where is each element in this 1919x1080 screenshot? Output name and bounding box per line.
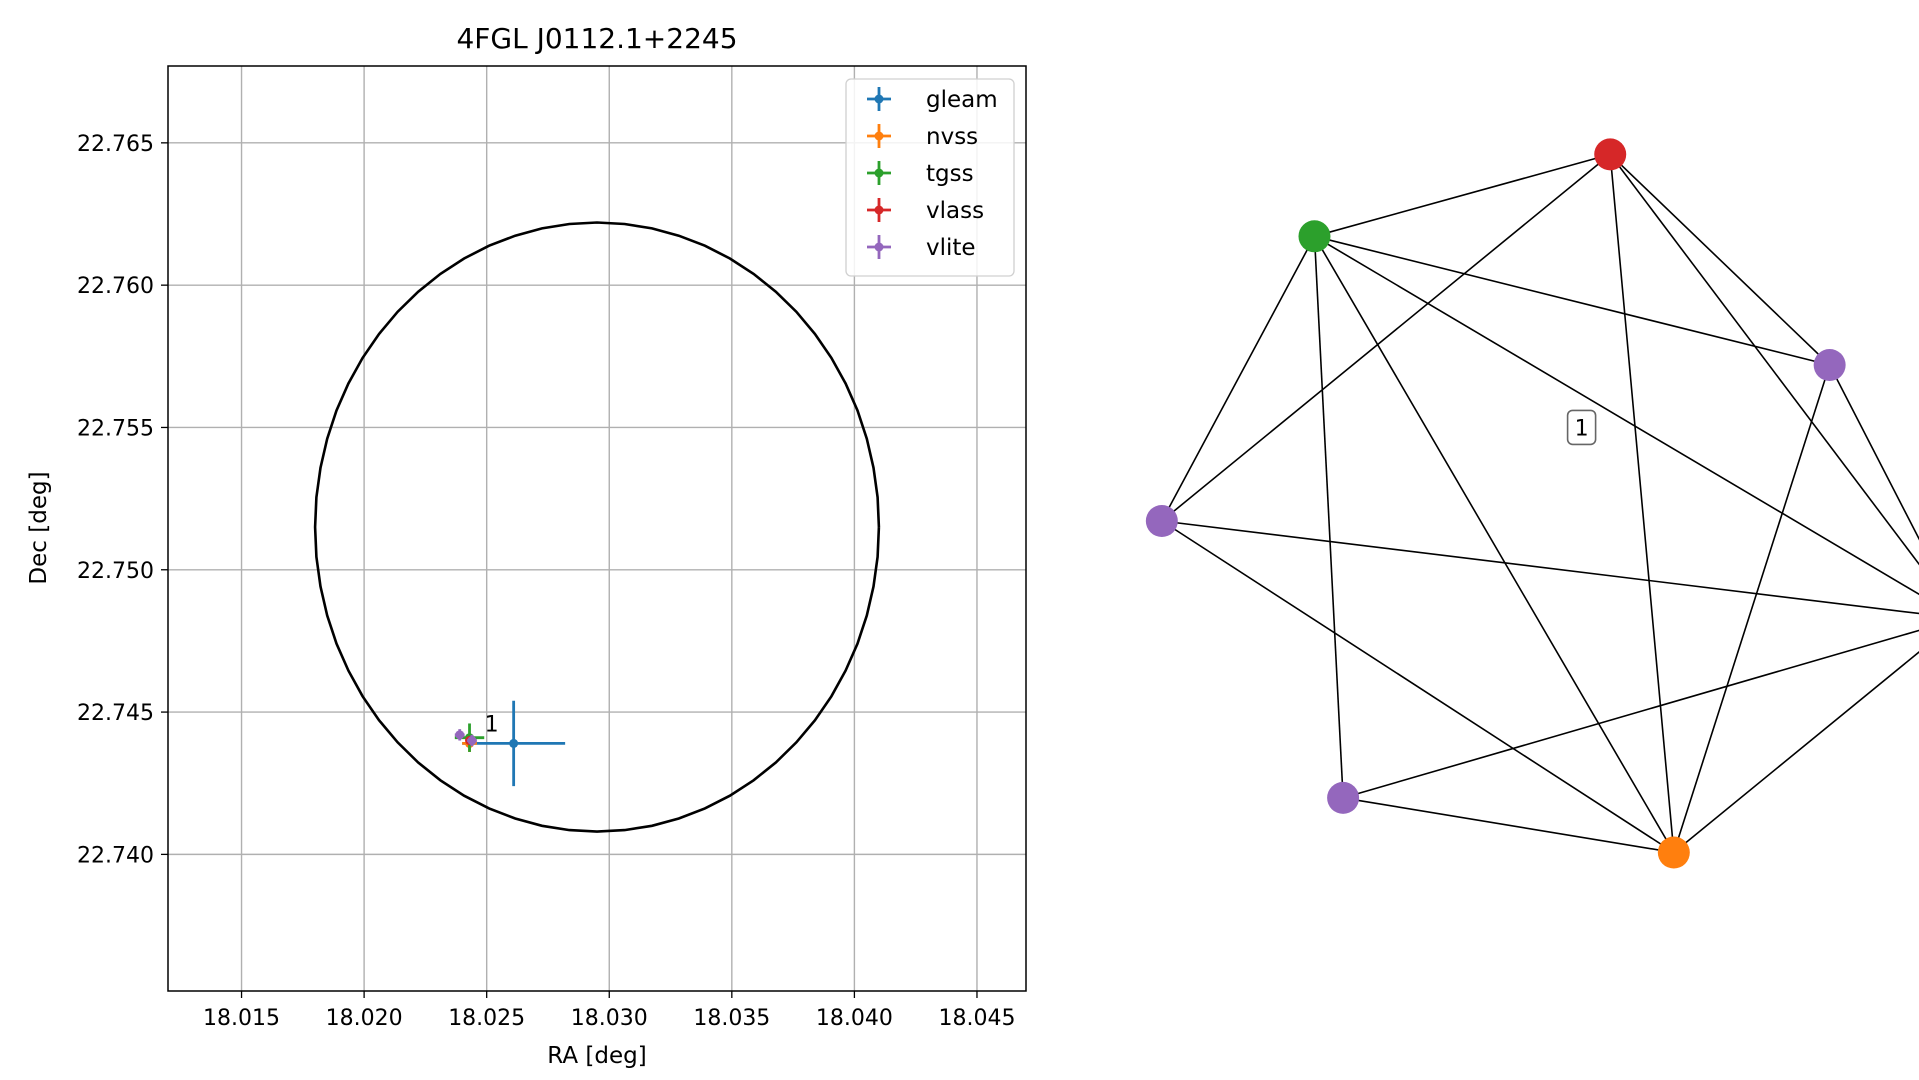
legend-label: vlass xyxy=(926,198,984,224)
graph-edge xyxy=(1161,520,1675,854)
graph-edge xyxy=(1313,235,1675,853)
legend-marker xyxy=(874,94,884,104)
graph-edge xyxy=(1161,153,1611,522)
graph-node-green xyxy=(1298,220,1331,253)
y-tick-label: 22.745 xyxy=(77,701,154,726)
errorbar-vlite xyxy=(454,729,465,741)
grid xyxy=(168,66,1026,991)
y-tick-label: 22.750 xyxy=(77,559,154,584)
graph-edge xyxy=(1609,153,1831,366)
data-point xyxy=(509,738,519,748)
errorbar-gleam xyxy=(462,700,566,787)
y-tick-label: 22.760 xyxy=(77,274,154,299)
network-graph: 1 xyxy=(1145,138,1919,869)
graph-edge xyxy=(1313,236,1344,798)
x-tick-label: 18.035 xyxy=(693,1006,770,1031)
legend-label: vlite xyxy=(926,235,976,261)
graph-edge xyxy=(1828,364,1919,541)
legend-entry-tgss: tgss xyxy=(867,161,974,187)
legend-box xyxy=(845,78,1015,277)
legend-entry-vlite: vlite xyxy=(867,235,976,261)
x-tick-label: 18.045 xyxy=(938,1006,1015,1031)
y-axis-label: Dec [deg] xyxy=(26,471,52,584)
graph-node-red xyxy=(1594,138,1627,171)
x-tick-label: 18.020 xyxy=(326,1006,403,1031)
graph-node-orange xyxy=(1657,836,1690,869)
legend-marker xyxy=(874,131,884,141)
x-tick-label: 18.040 xyxy=(816,1006,893,1031)
graph-nodes xyxy=(1145,138,1846,869)
x-tick-label: 18.030 xyxy=(571,1006,648,1031)
graph-edge xyxy=(1342,629,1919,799)
plot-title: 4FGL J0112.1+2245 xyxy=(456,22,737,55)
graph-edge xyxy=(1673,364,1831,853)
legend-marker xyxy=(874,242,884,252)
legend-label: nvss xyxy=(926,124,978,150)
legend-label: gleam xyxy=(926,87,998,113)
legend-marker xyxy=(874,205,884,215)
y-tick-label: 22.765 xyxy=(77,132,154,157)
annotation-label: 1 xyxy=(485,712,499,737)
graph-node-purple-bottom xyxy=(1327,781,1360,814)
legend-entry-nvss: nvss xyxy=(867,124,978,150)
legend-label: tgss xyxy=(926,161,974,187)
graph-node-purple-right xyxy=(1813,349,1846,381)
x-ticks: 18.015 18.020 18.025 18.030 18.035 18.040 18.0… xyxy=(203,991,1015,1031)
graph-label: 1 xyxy=(1566,409,1597,446)
graph-edges xyxy=(1161,153,1919,854)
errorbar-vlite xyxy=(467,734,477,747)
graph-label-box xyxy=(1566,409,1597,446)
y-ticks: 22.740 22.745 22.750 22.755 22.760 22.765 xyxy=(77,132,168,868)
graph-edge xyxy=(1161,235,1316,522)
y-tick-label: 22.740 xyxy=(77,843,154,868)
graph-edge xyxy=(1161,520,1919,615)
graph-edge xyxy=(1673,651,1919,854)
graph-edge xyxy=(1609,154,1675,853)
graph-edge xyxy=(1609,153,1919,566)
graph-edge xyxy=(1314,235,1830,366)
graph-node-purple-left xyxy=(1145,505,1178,537)
legend-entry-gleam: gleam xyxy=(867,87,998,113)
legend-marker xyxy=(874,168,884,178)
x-tick-label: 18.025 xyxy=(448,1006,525,1031)
x-axis-label: RA [deg] xyxy=(547,1043,646,1069)
localization-ellipse xyxy=(313,221,881,833)
legend-entry-vlass: vlass xyxy=(867,198,984,224)
plot-frame xyxy=(167,65,1027,992)
graph-edge xyxy=(1314,235,1919,596)
data-point xyxy=(455,730,465,740)
plot-content: 1 xyxy=(313,221,881,833)
y-tick-label: 22.755 xyxy=(77,416,154,441)
legend: gleam nvss tgss vlass vlite xyxy=(845,78,1015,277)
x-tick-label: 18.015 xyxy=(203,1006,280,1031)
graph-label-text: 1 xyxy=(1575,416,1589,441)
sky-position-plot: 1 18.015 18.020 18.025 18.030 18.035 18.040 18… xyxy=(26,22,1027,1069)
data-point xyxy=(467,736,477,746)
graph-edge xyxy=(1314,153,1611,238)
graph-edge xyxy=(1342,797,1674,854)
